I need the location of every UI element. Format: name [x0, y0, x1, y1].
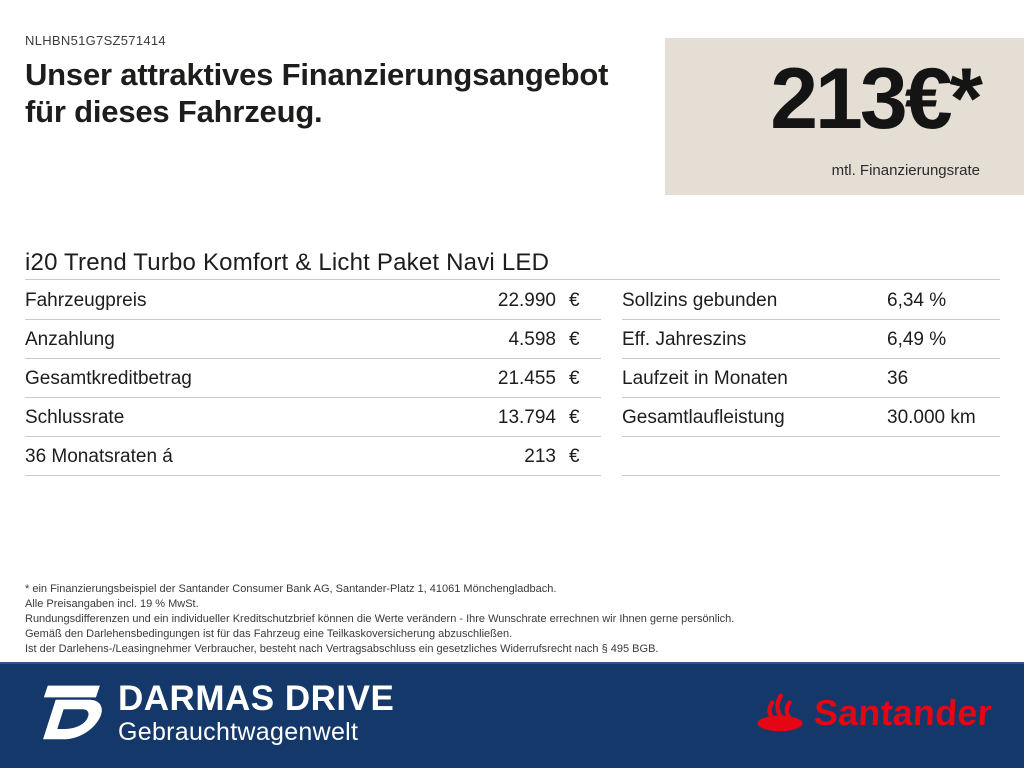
row-unit: € [569, 368, 580, 389]
row-value: 22.990 [497, 290, 556, 311]
bank-name: Santander [813, 692, 994, 733]
row-unit: € [569, 329, 580, 350]
darmas-d-logo-icon [43, 685, 102, 740]
table-row: Eff. Jahreszins 6,49 % [622, 320, 1000, 359]
monthly-rate-caption: mtl. Finanzierungsrate [831, 162, 980, 179]
row-label: Anzahlung [25, 329, 115, 350]
row-label: Laufzeit in Monaten [622, 368, 788, 389]
santander-logo: Santander [754, 692, 994, 734]
row-value: 13.794 [497, 407, 556, 428]
row-value: 6,49 % [887, 329, 947, 350]
dealer-name: DARMAS DRIVE [118, 679, 395, 718]
table-row [622, 437, 1000, 476]
row-value: 4.598 [508, 329, 556, 350]
row-label: Fahrzeugpreis [25, 290, 147, 311]
dealer-branding: DARMAS DRIVE Gebrauchtwagenwelt [118, 681, 394, 747]
row-value: 36 [887, 368, 909, 389]
row-value: 30.000 km [887, 407, 976, 428]
table-row: 36 Monatsraten á 213 € [25, 437, 601, 476]
row-label: 36 Monatsraten á [25, 446, 173, 467]
vin-number: NLHBN51G7SZ571414 [25, 33, 166, 48]
vehicle-title: i20 Trend Turbo Komfort & Licht Paket Na… [25, 250, 1000, 280]
row-label: Gesamtlaufleistung [622, 407, 785, 428]
row-unit: € [569, 446, 580, 467]
monthly-rate-box: 213€* mtl. Finanzierungsrate [665, 38, 1024, 195]
row-label: Eff. Jahreszins [622, 329, 747, 350]
row-label: Sollzins gebunden [622, 290, 778, 311]
page-title: Unser attraktives Finanzierungsangebot f… [25, 56, 608, 130]
table-row: Fahrzeugpreis 22.990 € [25, 281, 601, 320]
financing-table-right: Sollzins gebunden 6,34 % Eff. Jahreszins… [622, 281, 1000, 476]
row-value: 21.455 [497, 368, 556, 389]
disclaimer-line: Ist der Darlehens-/Leasingnehmer Verbrau… [25, 643, 659, 655]
page-title-line2: für dieses Fahrzeug. [25, 94, 323, 129]
table-row: Anzahlung 4.598 € [25, 320, 601, 359]
footer-bar: DARMAS DRIVE Gebrauchtwagenwelt Santande… [0, 662, 1024, 768]
disclaimer-text: * ein Finanzierungsbeispiel der Santande… [25, 582, 985, 657]
row-value: 6,34 % [887, 290, 947, 311]
row-unit: € [569, 407, 580, 428]
financing-table-left: Fahrzeugpreis 22.990 € Anzahlung 4.598 €… [25, 281, 601, 476]
dealer-subtitle: Gebrauchtwagenwelt [118, 718, 359, 746]
table-row: Gesamtkreditbetrag 21.455 € [25, 359, 601, 398]
monthly-rate-amount: 213€* [770, 51, 983, 147]
santander-flame-icon [757, 693, 803, 732]
row-value: 213 [524, 446, 556, 467]
disclaimer-line: * ein Finanzierungsbeispiel der Santande… [25, 583, 557, 595]
row-unit: € [569, 290, 580, 311]
table-row: Gesamtlaufleistung 30.000 km [622, 398, 1000, 437]
row-label: Gesamtkreditbetrag [25, 368, 192, 389]
table-row: Laufzeit in Monaten 36 [622, 359, 1000, 398]
page-title-line1: Unser attraktives Finanzierungsangebot [25, 57, 609, 92]
table-row: Schlussrate 13.794 € [25, 398, 601, 437]
row-label: Schlussrate [25, 407, 125, 428]
disclaimer-line: Rundungsdifferenzen und ein individuelle… [25, 613, 735, 625]
table-row: Sollzins gebunden 6,34 % [622, 281, 1000, 320]
disclaimer-line: Gemäß den Darlehensbedingungen ist für d… [25, 628, 513, 640]
disclaimer-line: Alle Preisangaben incl. 19 % MwSt. [25, 598, 199, 610]
